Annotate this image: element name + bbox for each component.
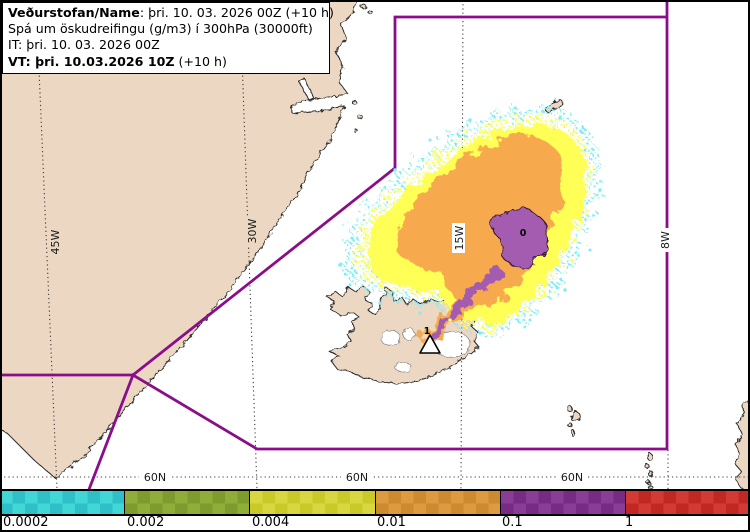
contour-label-source: 1 xyxy=(424,326,431,337)
info-issuer-label: Veðurstofan/Name xyxy=(8,5,140,20)
colorbar-tick-0: 0.0002 xyxy=(3,515,49,530)
glacier-langjokull xyxy=(380,329,401,347)
info-line-initial-time: IT: þri. 10. 03. 2026 00Z xyxy=(8,37,160,53)
plume-speckles-cyan xyxy=(338,106,602,335)
forecast-info-box: Veðurstofan/Name: þri. 10. 03. 2026 00Z … xyxy=(2,2,334,74)
fir-boundary xyxy=(0,0,669,490)
meridian-8w-label: 8W xyxy=(659,231,672,249)
meridian-30w-label-bg xyxy=(245,216,258,246)
colorbar-segment-5 xyxy=(625,491,750,514)
parallel-60n-label-1: 60N xyxy=(144,471,166,484)
contour-label-plume-head: 0 xyxy=(520,228,527,239)
colorbar-segment-2 xyxy=(250,491,376,514)
ash-plume xyxy=(338,105,602,347)
meridian-30w-label: 30W xyxy=(246,218,259,243)
info-line-valid-time: VT: þri. 10.03.2026 10Z (+10 h) xyxy=(8,54,324,70)
iceland-glaciers xyxy=(380,327,471,373)
colorbar-segment-1 xyxy=(125,491,251,514)
fir-boundary-east-south xyxy=(87,0,669,490)
info-line-product: Spá um öskudreifingu (g/m3) í 300hPa (30… xyxy=(8,21,313,37)
parallel-60n-label-3: 60N xyxy=(561,471,583,484)
glacier-myrdalsjokull xyxy=(394,361,412,373)
meridian-45w-label: 45W xyxy=(49,229,62,254)
colorbar-segment-0 xyxy=(0,491,126,514)
meridian-15w-label: 15W xyxy=(453,225,466,250)
colorbar-tick-3: 0.01 xyxy=(377,515,406,530)
info-valid-time-label: VT: þri. 10.03.2026 10Z xyxy=(8,53,175,69)
meridian-15w-label-bg xyxy=(452,223,465,253)
parallel-60n-label-bg-3 xyxy=(556,471,588,483)
info-line-issuer: Veðurstofan/Name: þri. 10. 03. 2026 00Z … xyxy=(8,5,334,21)
fir-boundary-north xyxy=(0,15,667,377)
greenland-offshore-islands xyxy=(351,3,374,133)
colorbar-tick-labels: 0.0002 0.002 0.004 0.01 0.1 1 xyxy=(0,515,750,532)
meridian-8w-label-bg xyxy=(658,228,671,252)
graticule-labels: 45W 30W 15W 8W 60N xyxy=(48,216,672,484)
glacier-hofsjokull xyxy=(402,327,416,341)
meridian-45w-label-bg xyxy=(48,227,61,257)
plume-purple-ribbon xyxy=(425,267,502,343)
meridian-45w xyxy=(35,0,58,490)
greenland-landmass xyxy=(0,0,358,479)
parallel-60n-label-2: 60N xyxy=(346,471,368,484)
info-issuer-value: : þri. 10. 03. 2026 00Z (+10 h) xyxy=(139,5,334,20)
faroe-islands xyxy=(567,406,580,437)
plume-purple-fragments xyxy=(467,273,492,298)
parallel-60n-label-bg-1 xyxy=(139,471,171,483)
colorbar-tick-2: 0.004 xyxy=(252,515,290,530)
plume-purple-head xyxy=(494,208,548,268)
colorbar-segment-3 xyxy=(375,491,501,514)
colorbar-tick-5: 1 xyxy=(625,515,634,530)
volcano-triangle-marker xyxy=(419,334,441,354)
concentration-colorbar xyxy=(0,489,750,516)
info-valid-time-rest: (+10 h) xyxy=(174,53,227,69)
colorbar-segment-4 xyxy=(500,491,626,514)
colorbar-tick-4: 0.1 xyxy=(502,515,523,530)
plume-speckles-yellow xyxy=(398,133,582,324)
colorbar-tick-1: 0.002 xyxy=(127,515,165,530)
parallel-60n-label-bg-2 xyxy=(341,471,373,483)
scoresby-fjord-branch xyxy=(298,78,315,101)
